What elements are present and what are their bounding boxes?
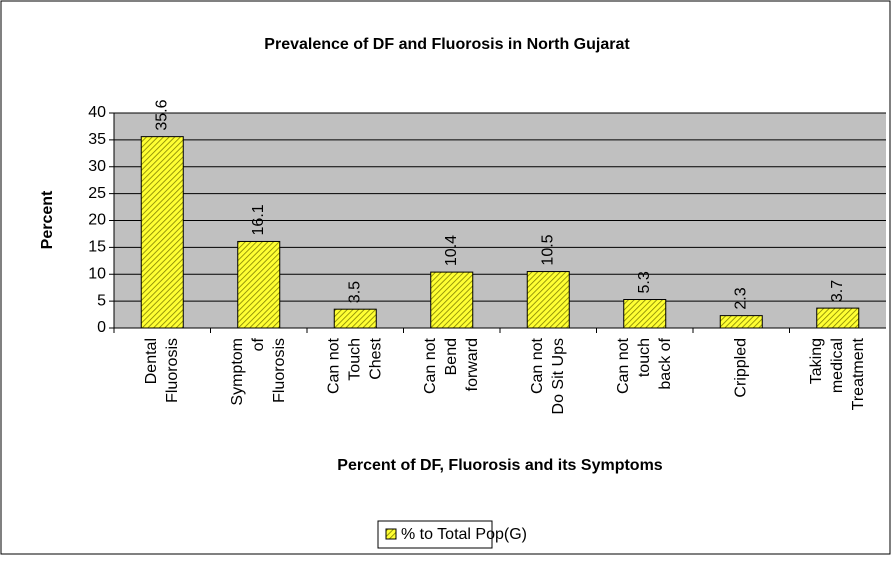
data-label: 3.7 [829,280,846,302]
x-tick-label: back of [657,337,674,389]
y-tick-label: 15 [88,239,106,256]
x-tick-label: Touch [346,338,363,381]
chart-title: Prevalence of DF and Fluorosis in North … [264,36,630,53]
x-tick-label: of [250,337,267,351]
y-tick-label: 20 [88,212,106,229]
legend-swatch [385,528,397,540]
x-tick-label: Can not [615,337,632,394]
legend-label: % to Total Pop(G) [401,526,527,543]
x-tick-label: Can not [422,337,439,394]
data-label: 10.4 [443,235,460,266]
y-tick-label: 0 [97,319,106,336]
x-tick-label: touch [636,338,653,377]
data-label: 16.1 [250,204,267,235]
bar [237,240,281,329]
y-tick-label: 25 [88,185,106,202]
y-axis-title: Percent [39,190,56,249]
data-label: 3.5 [346,281,363,303]
y-tick-label: 30 [88,158,106,175]
x-tick-label: Can not [325,337,342,394]
x-tick-label: Treatment [850,337,867,410]
y-tick-label: 40 [88,104,106,121]
y-tick-label: 5 [97,292,106,309]
x-tick-label: Fluorosis [271,338,288,403]
data-label: 2.3 [732,287,749,309]
y-tick-label: 10 [88,265,106,282]
x-tick-label: Chest [367,337,384,379]
x-tick-label: Dental [143,338,160,384]
data-label: 35.6 [153,99,170,130]
x-tick-label: Symptom [229,338,246,406]
legend-box [377,520,493,549]
x-tick-label: Can not [529,337,546,394]
data-label: 5.3 [636,271,653,293]
bar [719,315,763,329]
bar [816,307,860,329]
x-tick-label: forward [464,338,481,391]
x-tick-label: Crippled [732,338,749,398]
bar [140,136,184,329]
x-axis-title: Percent of DF, Fluorosis and its Symptom… [337,457,662,474]
data-label: 10.5 [539,234,556,265]
x-tick-label: medical [829,338,846,393]
x-tick-label: Do Sit Ups [550,338,567,414]
bar [430,271,474,329]
x-tick-label: Taking [808,338,825,384]
bar [526,271,570,329]
bar [623,299,667,329]
x-tick-label: Bend [443,338,460,375]
y-tick-label: 35 [88,131,106,148]
bar [333,308,377,329]
x-tick-label: Fluorosis [164,338,181,403]
